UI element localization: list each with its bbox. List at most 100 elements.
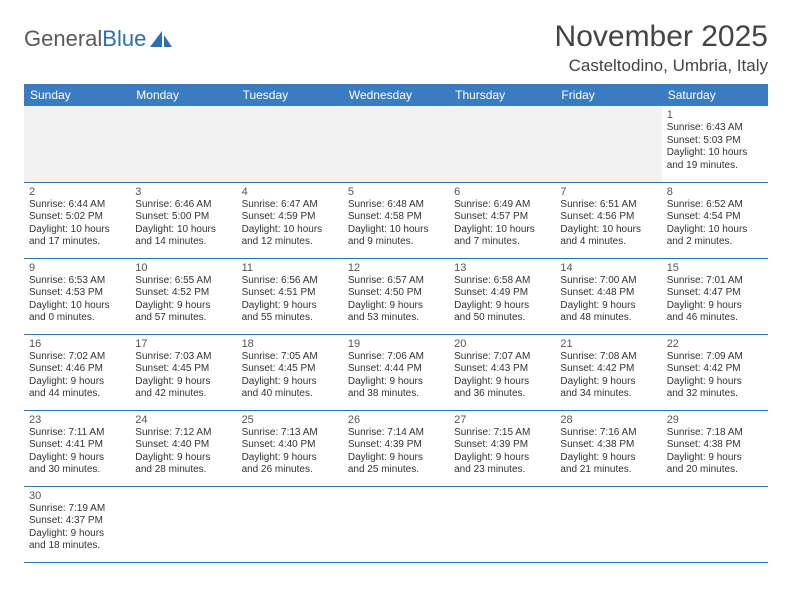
sunset-text: Sunset: 4:38 PM (560, 439, 656, 452)
calendar-cell: 24Sunrise: 7:12 AMSunset: 4:40 PMDayligh… (130, 410, 236, 486)
sunset-text: Sunset: 4:40 PM (242, 439, 338, 452)
sunrise-text: Sunrise: 6:43 AM (667, 122, 763, 135)
calendar-cell: 7Sunrise: 6:51 AMSunset: 4:56 PMDaylight… (555, 182, 661, 258)
sunrise-text: Sunrise: 7:15 AM (454, 427, 550, 440)
calendar-cell: 12Sunrise: 6:57 AMSunset: 4:50 PMDayligh… (343, 258, 449, 334)
day1-text: Daylight: 10 hours (454, 224, 550, 237)
day-number: 28 (560, 414, 656, 426)
day-header: Monday (130, 84, 236, 106)
sunset-text: Sunset: 5:02 PM (29, 211, 125, 224)
day-number: 19 (348, 338, 444, 350)
day2-text: and 23 minutes. (454, 464, 550, 477)
day-number: 1 (667, 109, 763, 121)
calendar-row: 9Sunrise: 6:53 AMSunset: 4:53 PMDaylight… (24, 258, 768, 334)
day2-text: and 2 minutes. (667, 236, 763, 249)
sunrise-text: Sunrise: 7:09 AM (667, 351, 763, 364)
sunrise-text: Sunrise: 6:46 AM (135, 199, 231, 212)
day2-text: and 48 minutes. (560, 312, 656, 325)
sunrise-text: Sunrise: 7:05 AM (242, 351, 338, 364)
sunset-text: Sunset: 4:43 PM (454, 363, 550, 376)
day2-text: and 53 minutes. (348, 312, 444, 325)
calendar-cell: 2Sunrise: 6:44 AMSunset: 5:02 PMDaylight… (24, 182, 130, 258)
sunset-text: Sunset: 4:50 PM (348, 287, 444, 300)
sunrise-text: Sunrise: 7:11 AM (29, 427, 125, 440)
day-number: 11 (242, 262, 338, 274)
sunset-text: Sunset: 4:54 PM (667, 211, 763, 224)
sunset-text: Sunset: 4:45 PM (242, 363, 338, 376)
day1-text: Daylight: 9 hours (29, 376, 125, 389)
day2-text: and 55 minutes. (242, 312, 338, 325)
day1-text: Daylight: 9 hours (135, 300, 231, 313)
sunrise-text: Sunrise: 7:12 AM (135, 427, 231, 440)
sunset-text: Sunset: 4:42 PM (667, 363, 763, 376)
calendar-body: 1Sunrise: 6:43 AMSunset: 5:03 PM Daylight… (24, 106, 768, 562)
sunrise-text: Sunrise: 7:18 AM (667, 427, 763, 440)
day2-text: and 38 minutes. (348, 388, 444, 401)
day2-text: and 44 minutes. (29, 388, 125, 401)
calendar-cell: 30Sunrise: 7:19 AMSunset: 4:37 PMDayligh… (24, 486, 130, 562)
sunrise-text: Sunrise: 7:06 AM (348, 351, 444, 364)
sunrise-text: Sunrise: 7:07 AM (454, 351, 550, 364)
sunset-text: Sunset: 4:42 PM (560, 363, 656, 376)
sunrise-text: Sunrise: 7:02 AM (29, 351, 125, 364)
day2-text: and 36 minutes. (454, 388, 550, 401)
sunset-text: Sunset: 4:57 PM (454, 211, 550, 224)
day-number: 4 (242, 186, 338, 198)
sunset-text: Sunset: 4:39 PM (454, 439, 550, 452)
sunrise-text: Sunrise: 6:57 AM (348, 275, 444, 288)
day1-text: Daylight: 9 hours (242, 376, 338, 389)
day1-text: Daylight: 9 hours (29, 452, 125, 465)
sunset-text: Sunset: 4:58 PM (348, 211, 444, 224)
day2-text: and 7 minutes. (454, 236, 550, 249)
day2-text: and 9 minutes. (348, 236, 444, 249)
calendar-cell: 3Sunrise: 6:46 AMSunset: 5:00 PMDaylight… (130, 182, 236, 258)
calendar-cell: 18Sunrise: 7:05 AMSunset: 4:45 PMDayligh… (237, 334, 343, 410)
calendar-cell (237, 486, 343, 562)
calendar-row: 2Sunrise: 6:44 AMSunset: 5:02 PMDaylight… (24, 182, 768, 258)
day2-text: and 4 minutes. (560, 236, 656, 249)
day-number: 25 (242, 414, 338, 426)
calendar-cell (343, 486, 449, 562)
day1-text: Daylight: 9 hours (560, 452, 656, 465)
sunset-text: Sunset: 4:37 PM (29, 515, 125, 528)
month-title: November 2025 (555, 20, 768, 54)
day1-text: Daylight: 9 hours (135, 452, 231, 465)
sunrise-text: Sunrise: 7:14 AM (348, 427, 444, 440)
calendar-cell: 22Sunrise: 7:09 AMSunset: 4:42 PMDayligh… (662, 334, 768, 410)
day2-text: and 20 minutes. (667, 464, 763, 477)
day-header: Thursday (449, 84, 555, 106)
day-header-row: Sunday Monday Tuesday Wednesday Thursday… (24, 84, 768, 106)
sunrise-text: Sunrise: 6:44 AM (29, 199, 125, 212)
day-number: 7 (560, 186, 656, 198)
day1-text: Daylight: 9 hours (667, 300, 763, 313)
calendar-cell: 16Sunrise: 7:02 AMSunset: 4:46 PMDayligh… (24, 334, 130, 410)
day-number: 30 (29, 490, 125, 502)
sunset-text: Sunset: 4:45 PM (135, 363, 231, 376)
sunset-text: Sunset: 5:03 PM (667, 135, 763, 148)
calendar-cell: 28Sunrise: 7:16 AMSunset: 4:38 PMDayligh… (555, 410, 661, 486)
calendar-cell: 8Sunrise: 6:52 AMSunset: 4:54 PMDaylight… (662, 182, 768, 258)
day-header: Saturday (662, 84, 768, 106)
sunset-text: Sunset: 4:48 PM (560, 287, 656, 300)
calendar-cell (555, 486, 661, 562)
day1-text: Daylight: 9 hours (29, 528, 125, 541)
day-number: 23 (29, 414, 125, 426)
day2-text: and 50 minutes. (454, 312, 550, 325)
title-block: November 2025 Casteltodino, Umbria, Ital… (555, 20, 768, 76)
sunrise-text: Sunrise: 7:08 AM (560, 351, 656, 364)
sunset-text: Sunset: 5:00 PM (135, 211, 231, 224)
day1-text: Daylight: 9 hours (135, 376, 231, 389)
logo: GeneralBlue (24, 26, 174, 52)
sunrise-text: Sunrise: 6:55 AM (135, 275, 231, 288)
day2-text: and 26 minutes. (242, 464, 338, 477)
day1-text: Daylight: 10 hours (29, 300, 125, 313)
day-number: 21 (560, 338, 656, 350)
calendar-cell: 29Sunrise: 7:18 AMSunset: 4:38 PMDayligh… (662, 410, 768, 486)
day1-text: Daylight: 9 hours (454, 300, 550, 313)
location: Casteltodino, Umbria, Italy (555, 56, 768, 76)
day-number: 6 (454, 186, 550, 198)
calendar-cell: 17Sunrise: 7:03 AMSunset: 4:45 PMDayligh… (130, 334, 236, 410)
day-number: 15 (667, 262, 763, 274)
calendar-cell: 27Sunrise: 7:15 AMSunset: 4:39 PMDayligh… (449, 410, 555, 486)
day-number: 13 (454, 262, 550, 274)
